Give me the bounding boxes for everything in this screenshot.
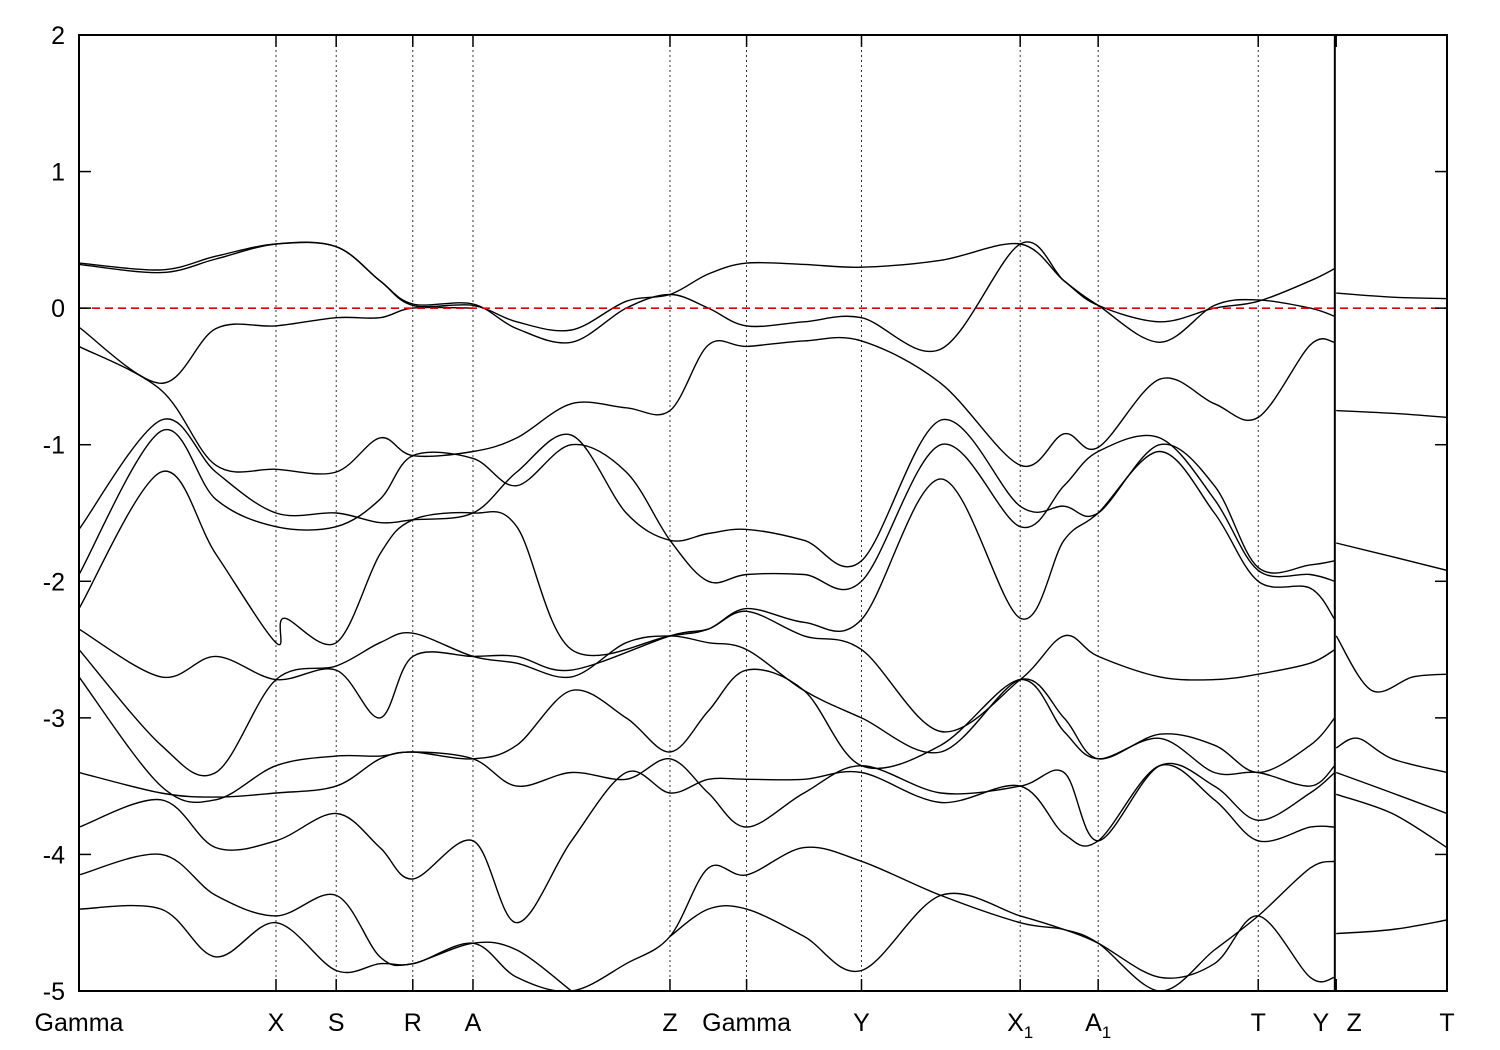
kpoint-label-main: S: [328, 1009, 345, 1037]
kpoint-label-main: R: [404, 1009, 422, 1037]
kpoint-label-main: Y: [1312, 1009, 1329, 1037]
band-line-8: [79, 610, 1336, 733]
band-line-18: [1336, 542, 1447, 572]
y-tick-label: -4: [43, 841, 65, 869]
bands-group: [79, 241, 1447, 991]
kpoint-label: A: [465, 1009, 482, 1037]
band-line-5: [79, 418, 1335, 574]
y-tick-label: 2: [51, 22, 65, 50]
band-line-9: [79, 632, 1336, 777]
y-tick-label: -1: [43, 432, 65, 460]
y-tick-label: 1: [51, 159, 65, 187]
band-line-10: [79, 668, 1336, 804]
kpoint-label: Gamma: [35, 1009, 124, 1037]
kpoint-label-subscript: 1: [1102, 1023, 1111, 1042]
band-line-7: [79, 450, 1336, 657]
kpoint-label: T: [1251, 1009, 1266, 1037]
band-line-13: [79, 846, 1335, 991]
kpoint-labels-group: Gamma X S R A Z Gamma Y X1 A1 T Y Z T: [35, 35, 1455, 1042]
band-line-2: [79, 241, 1336, 352]
kpoint-label-main: X: [1007, 1009, 1024, 1037]
plot-frame-group: [78, 34, 1448, 992]
band-line-4: [79, 336, 1335, 475]
band-line-17: [1336, 409, 1447, 419]
y-tick-label: -5: [43, 978, 65, 1006]
kpoint-label: Z: [1347, 1009, 1362, 1037]
y-tick-label: 0: [51, 295, 65, 323]
band-line-20: [1335, 737, 1447, 774]
kpoint-label: X1: [1007, 1009, 1033, 1042]
kpoint-label: Y: [1312, 1009, 1329, 1037]
band-line-23: [1336, 919, 1447, 935]
y-ticks-group: 2 1 0 -1 -2 -3 -4 -5: [43, 22, 1447, 1006]
band-line-12: [79, 763, 1335, 924]
kpoint-label: A1: [1085, 1009, 1111, 1042]
band-line-14: [79, 904, 572, 991]
plot-frame: [78, 34, 1448, 992]
band-line-11: [79, 751, 1336, 842]
kpoint-label-subscript: 1: [1024, 1023, 1033, 1042]
kpoint-label-main: X: [268, 1009, 285, 1037]
band-line-3: [79, 306, 474, 385]
band-line-1: [79, 241, 1336, 332]
kpoint-label: Z: [662, 1009, 677, 1037]
kpoint-label: X: [268, 1009, 285, 1037]
band-line-22: [1335, 793, 1447, 849]
kpoint-label-main: T: [1439, 1009, 1454, 1037]
kpoint-label-main: Y: [853, 1009, 870, 1037]
kpoint-label: S: [328, 1009, 345, 1037]
kpoint-label-main: Gamma: [702, 1009, 791, 1037]
band-line-15: [669, 892, 1335, 983]
kpoint-label-main: Gamma: [35, 1009, 124, 1037]
kpoint-label: Y: [853, 1009, 870, 1037]
kpoint-label-main: T: [1251, 1009, 1266, 1037]
y-tick-label: -2: [43, 568, 65, 596]
y-tick-label: -3: [43, 705, 65, 733]
kpoint-label: T: [1439, 1009, 1454, 1037]
kpoint-label-main: Z: [662, 1009, 677, 1037]
kpoint-label-main: Z: [1347, 1009, 1362, 1037]
kpoint-label-main: A: [465, 1009, 482, 1037]
kpoint-dividers-group: [275, 35, 1336, 991]
band-line-16: [1336, 292, 1447, 300]
band-line-6: [79, 428, 1336, 591]
kpoint-label: R: [404, 1009, 422, 1037]
band-line-21: [1335, 771, 1447, 815]
band-line-19: [1335, 635, 1447, 693]
kpoint-label-main: A: [1085, 1009, 1102, 1037]
kpoint-label: Gamma: [702, 1009, 791, 1037]
